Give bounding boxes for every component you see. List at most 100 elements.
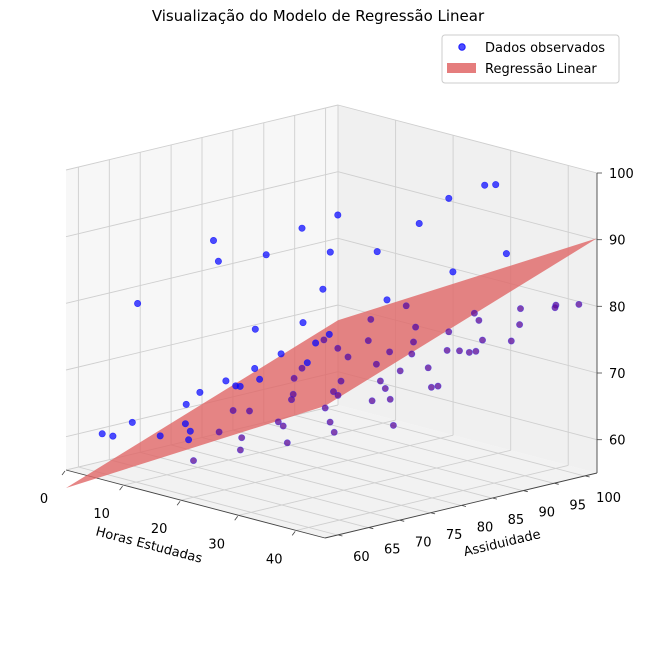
data-point: [389, 421, 397, 429]
grid-line-y-floor: [232, 429, 493, 499]
data-point: [279, 422, 287, 430]
data-point: [507, 337, 515, 345]
data-point: [246, 407, 254, 415]
y-tick-label: 100: [596, 491, 621, 506]
data-point: [214, 257, 222, 265]
data-point: [516, 321, 524, 329]
grid-line-y-floor: [78, 466, 338, 536]
y-tick-mark: [338, 534, 343, 537]
y-tick-mark: [585, 475, 590, 478]
y-tick-label: 80: [477, 521, 494, 536]
grid-line-y-floor: [294, 414, 554, 484]
data-point: [372, 360, 380, 368]
y-tick-label: 75: [446, 528, 463, 543]
y-tick-mark: [554, 482, 559, 485]
legend-label-plane: Regressão Linear: [485, 62, 597, 77]
data-point: [427, 383, 435, 391]
legend-box: [441, 34, 620, 84]
x-tick-mark: [234, 516, 239, 521]
data-point: [251, 364, 259, 372]
data-point: [98, 430, 106, 438]
grid-line-y-floor: [170, 444, 431, 514]
x-tick-mark: [61, 470, 66, 476]
y-axis-line: [324, 472, 598, 539]
data-point: [373, 248, 381, 256]
grid-line-z-back: [337, 104, 598, 174]
legend-label-points: Dados observados: [485, 41, 605, 56]
y-tick-mark: [400, 519, 405, 522]
x-tick-label: 10: [93, 507, 110, 522]
z-tick-label: 70: [609, 367, 626, 382]
data-point: [215, 428, 223, 436]
legend: Dados observados Regressão Linear: [441, 34, 620, 84]
data-point: [287, 396, 295, 404]
data-point: [229, 406, 237, 414]
y-tick-label: 65: [384, 543, 401, 558]
data-point: [364, 337, 372, 345]
data-point: [128, 418, 136, 426]
data-point: [326, 418, 334, 426]
chart-title: Visualização do Modelo de Regressão Line…: [152, 7, 485, 25]
grid-line-z-back: [337, 171, 598, 241]
x-axis-line: [65, 469, 326, 539]
x-tick-mark: [176, 500, 181, 506]
data-point: [319, 285, 327, 293]
data-point: [516, 305, 524, 313]
y-tick-mark: [369, 527, 374, 530]
data-point: [320, 336, 328, 344]
data-point: [502, 250, 510, 258]
data-point: [134, 299, 142, 307]
z-tick-label: 90: [609, 234, 626, 249]
data-point: [334, 344, 342, 352]
y-tick-label: 95: [569, 498, 586, 513]
data-point: [381, 384, 389, 392]
y-tick-label: 90: [539, 506, 556, 521]
data-point: [262, 251, 270, 259]
data-point: [329, 388, 337, 396]
data-point: [449, 268, 457, 276]
data-point: [325, 330, 333, 338]
data-point: [396, 367, 404, 375]
data-point: [409, 338, 417, 346]
y-tick-mark: [492, 497, 497, 500]
x-tick-label: 40: [266, 552, 283, 567]
data-point: [445, 194, 453, 202]
data-point: [551, 304, 559, 312]
data-point: [185, 436, 193, 444]
data-point: [256, 375, 264, 383]
z-tick-label: 100: [609, 167, 634, 182]
data-point: [575, 300, 583, 308]
data-point: [232, 382, 240, 390]
grid-line-y-floor: [325, 407, 585, 477]
regression-plane: [66, 238, 597, 488]
data-point: [210, 237, 218, 245]
grid-line-z-left: [65, 104, 339, 171]
data-point: [475, 316, 483, 324]
grid-line-z-back: [337, 237, 598, 307]
y-tick-label: 85: [508, 513, 525, 528]
data-point: [337, 377, 345, 385]
data-point: [290, 374, 298, 382]
grid-line-y-floor: [140, 451, 400, 521]
data-point: [109, 432, 117, 440]
legend-marker-points: [458, 43, 466, 51]
y-tick-mark: [523, 490, 528, 493]
tick-labels: 0 10 20 30 40 60 65 70 75 80 85 90 95 100 60 70 80 90 100: [40, 167, 634, 567]
data-point: [238, 434, 246, 442]
data-point: [181, 420, 189, 428]
regression-plane-surface: [66, 238, 597, 488]
axis-lines: [65, 173, 598, 539]
data-points: [98, 181, 583, 465]
data-point: [283, 439, 291, 447]
data-point: [326, 248, 334, 256]
grid-line-z-left: [65, 237, 339, 304]
data-point: [190, 457, 198, 465]
data-point: [277, 350, 285, 358]
data-point: [344, 353, 352, 361]
data-point: [367, 315, 375, 323]
grid-line-z-left: [65, 171, 339, 238]
data-point: [465, 348, 473, 356]
data-point: [472, 347, 480, 355]
data-point: [222, 377, 230, 385]
